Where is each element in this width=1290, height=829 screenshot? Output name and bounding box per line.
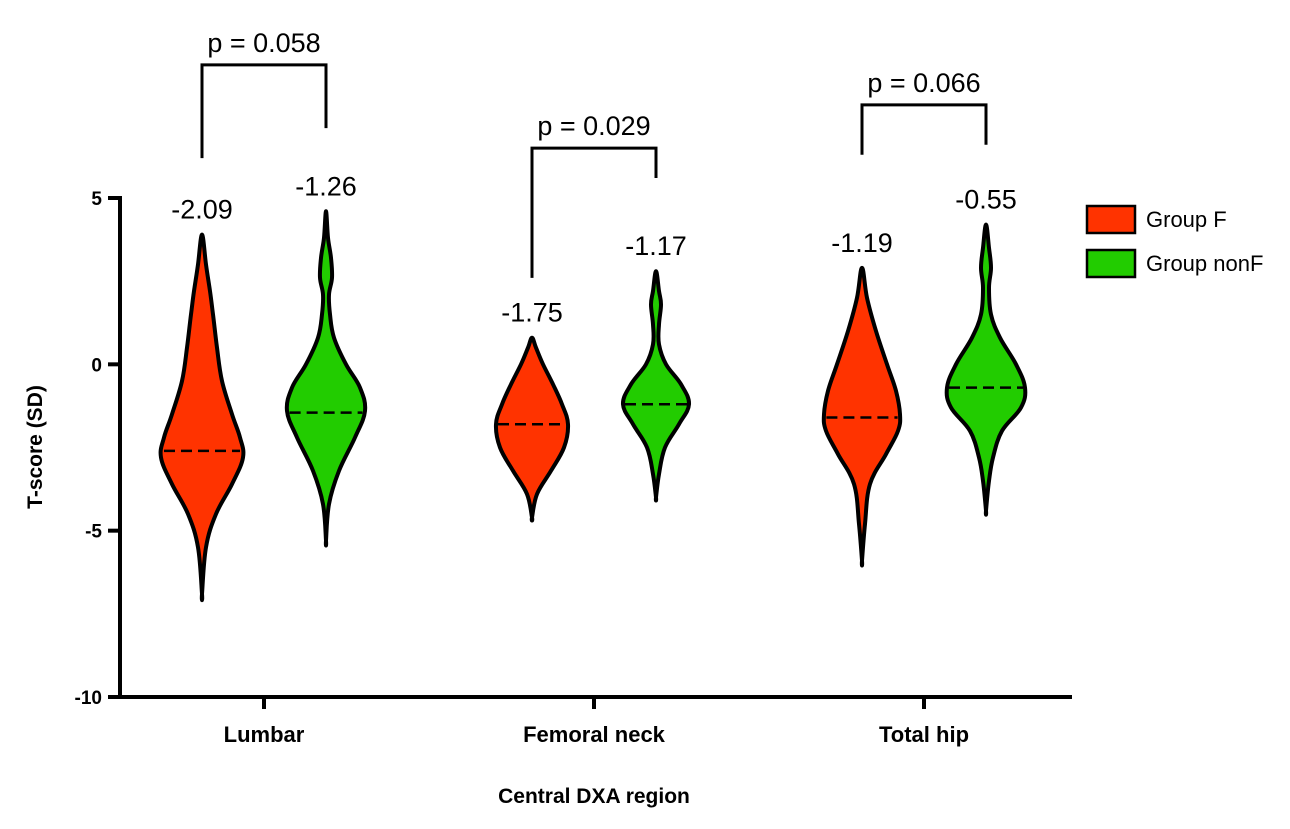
- violin-group-f: [158, 232, 246, 603]
- data-label: -1.26: [295, 171, 357, 201]
- p-value-label: p = 0.058: [207, 28, 320, 58]
- data-label: -1.17: [625, 231, 687, 261]
- p-value-label: p = 0.066: [867, 68, 980, 98]
- data-label: -2.09: [171, 195, 233, 225]
- significance-bracket: [860, 103, 988, 155]
- legend-swatch: [1085, 204, 1137, 235]
- y-tick-label: 5: [91, 189, 102, 210]
- p-value-label: p = 0.029: [537, 111, 650, 141]
- violins: [158, 209, 1028, 603]
- y-tick-label: -5: [85, 522, 102, 543]
- legend-label: Group nonF: [1146, 251, 1263, 276]
- data-labels: -2.09 -1.75 -1.19 -1.26 -1.17 -0.55: [171, 171, 1017, 327]
- violin-group-nonf: [944, 222, 1028, 517]
- violin-group-nonf: [284, 209, 368, 548]
- legend-swatch: [1085, 248, 1137, 279]
- x-tick-label: Total hip: [879, 722, 969, 747]
- y-axis: 5 0 -5 -10: [75, 189, 122, 709]
- x-axis: Lumbar Femoral neck Total hip: [118, 695, 1072, 747]
- y-axis-title: T-score (SD): [24, 385, 47, 509]
- y-tick-label: 0: [91, 355, 102, 376]
- data-label: -1.19: [831, 228, 893, 258]
- significance-brackets: p = 0.058 p = 0.029 p = 0.066: [200, 28, 988, 278]
- x-axis-title: Central DXA region: [498, 785, 690, 808]
- x-tick-label: Femoral neck: [523, 722, 666, 747]
- x-tick-label: Lumbar: [224, 722, 305, 747]
- legend: Group F Group nonF: [1085, 204, 1263, 279]
- legend-label: Group F: [1146, 207, 1227, 232]
- data-label: -0.55: [955, 185, 1017, 215]
- significance-bracket: [200, 63, 328, 159]
- violin-group-nonf: [620, 269, 692, 503]
- data-label: -1.75: [501, 298, 563, 328]
- significance-bracket: [530, 146, 658, 278]
- violin-group-f: [493, 335, 571, 523]
- y-tick-label: -10: [75, 688, 102, 709]
